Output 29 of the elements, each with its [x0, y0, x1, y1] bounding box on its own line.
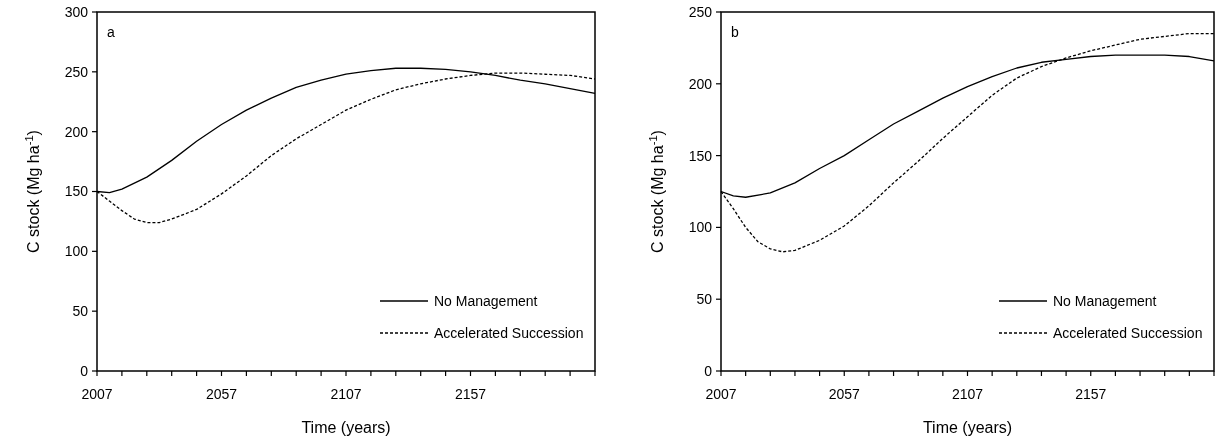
x-tick-label: 2057	[828, 386, 861, 402]
y-tick-label: 300	[64, 3, 89, 20]
legend-label: Accelerated Succession	[1053, 324, 1203, 341]
legend-label: No Management	[434, 292, 538, 309]
y-tick-label: 50	[72, 303, 89, 320]
x-tick-label: 2007	[81, 386, 113, 402]
x-tick-label: 2007	[705, 386, 737, 402]
y-tick-label: 100	[64, 243, 89, 260]
y-tick-label: 250	[688, 3, 713, 20]
legend-label: Accelerated Succession	[434, 324, 584, 341]
x-tick-label: 2157	[1075, 386, 1107, 402]
y-tick-label: 200	[688, 75, 713, 92]
annotation: b	[731, 24, 739, 40]
annotation: a	[107, 24, 115, 40]
y-tick-label: 150	[64, 183, 89, 200]
y-tick-label: 150	[688, 147, 713, 164]
y-tick-label: 0	[80, 362, 89, 379]
x-axis-title: Time (years)	[301, 419, 391, 436]
legend-label: No Management	[1053, 292, 1157, 309]
x-axis-title: Time (years)	[922, 419, 1013, 436]
y-tick-label: 200	[64, 123, 89, 140]
x-tick-label: 2107	[330, 386, 362, 402]
y-tick-label: 100	[688, 219, 713, 236]
x-tick-label: 2107	[951, 386, 984, 402]
x-tick-label: 2157	[454, 386, 487, 402]
y-tick-label: 0	[704, 362, 713, 379]
x-tick-label: 2057	[205, 386, 238, 402]
y-tick-label: 250	[64, 63, 89, 80]
y-tick-label: 50	[696, 291, 713, 308]
